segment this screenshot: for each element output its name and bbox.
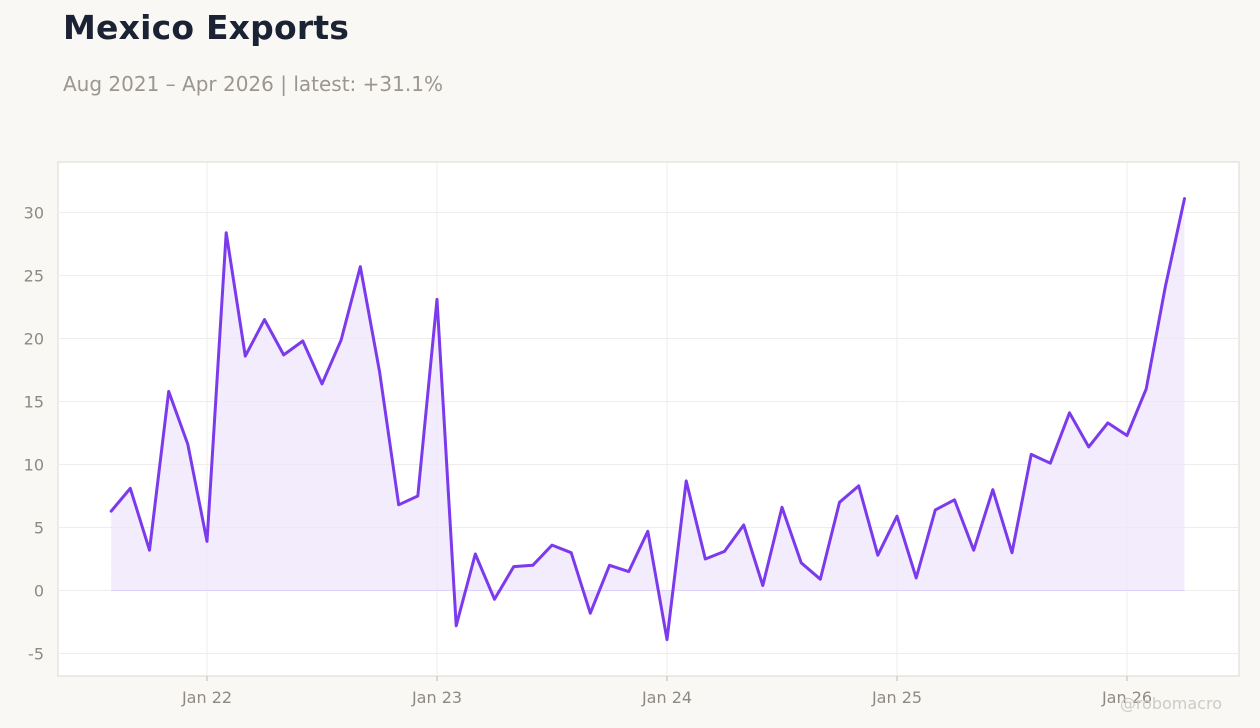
y-tick-label: 30 [24,204,44,223]
data-point [474,553,476,555]
data-point [244,355,246,357]
data-point [359,266,361,268]
data-point [608,564,610,566]
data-point [302,340,304,342]
x-tick-label: Jan 26 [1101,688,1152,707]
data-point [896,515,898,517]
data-point [704,558,706,560]
data-point [666,638,668,640]
data-point [800,562,802,564]
data-point [398,504,400,506]
y-tick-label: 10 [24,456,44,475]
y-tick-label: 5 [34,519,44,538]
data-point [493,598,495,600]
data-point [168,390,170,392]
data-point [187,443,189,445]
data-point [934,509,936,511]
data-point [340,339,342,341]
chart-title: Mexico Exports [63,8,350,47]
data-point [628,570,630,572]
data-point [1011,552,1013,554]
data-point [1068,412,1070,414]
data-point [206,540,208,542]
x-tick-label: Jan 24 [641,688,692,707]
y-tick-label: 25 [24,267,44,286]
data-point [532,564,534,566]
data-point [513,565,515,567]
data-point [148,549,150,551]
data-point [819,578,821,580]
y-tick-label: 0 [34,582,44,601]
data-point [953,499,955,501]
data-point [781,506,783,508]
x-tick-label: Jan 25 [871,688,922,707]
data-point [1049,462,1051,464]
data-point [973,549,975,551]
x-tick-label: Jan 23 [411,688,462,707]
data-point [743,524,745,526]
series-line [109,197,1186,642]
data-point [1107,422,1109,424]
y-tick-label: 15 [24,393,44,412]
y-tick-label: 20 [24,330,44,349]
data-point [551,544,553,546]
data-point [1088,446,1090,448]
y-tick-label: -5 [28,645,44,664]
watermark: @robomacro [1119,694,1222,713]
data-point [110,510,112,512]
data-point [436,298,438,300]
data-point [723,550,725,552]
data-point [225,232,227,234]
data-point [762,584,764,586]
data-point [838,501,840,503]
data-point [1030,453,1032,455]
data-point [129,487,131,489]
data-point [455,625,457,627]
data-point [321,383,323,385]
data-point [1126,434,1128,436]
data-point [1164,286,1166,288]
series-area [111,198,1185,640]
data-point [877,554,879,556]
data-point [283,354,285,356]
x-tick-label: Jan 22 [181,688,232,707]
data-point [589,612,591,614]
chart-subtitle: Aug 2021 – Apr 2026 | latest: +31.1% [63,72,443,96]
data-point [1183,197,1185,199]
data-point [417,495,419,497]
data-point [1145,388,1147,390]
data-point [685,480,687,482]
data-point [992,489,994,491]
data-point [263,318,265,320]
data-point [570,552,572,554]
data-point [378,370,380,372]
data-point [647,530,649,532]
data-point [915,577,917,579]
data-point [858,485,860,487]
